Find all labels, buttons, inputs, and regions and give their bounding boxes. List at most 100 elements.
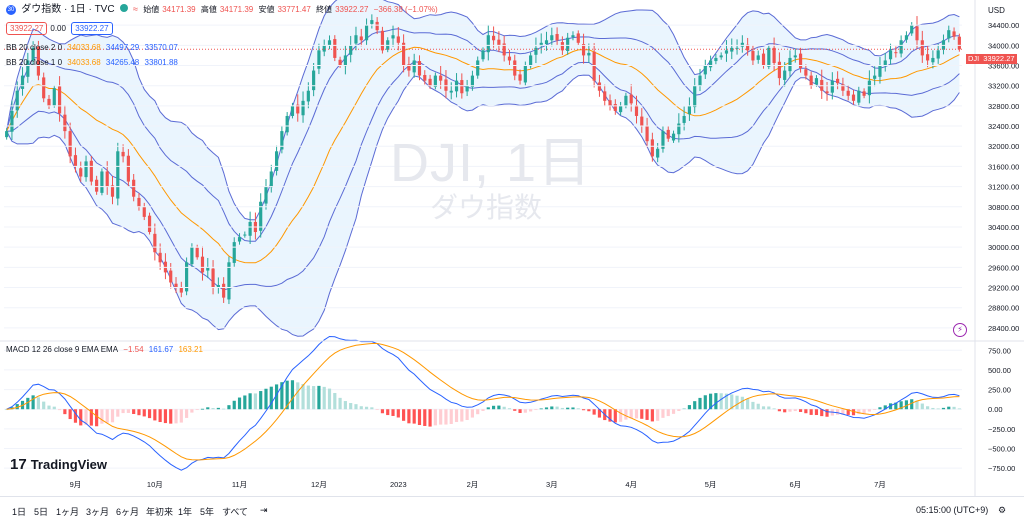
candle[interactable]: [640, 108, 644, 133]
date-range-icon[interactable]: ⇥: [260, 505, 268, 515]
candle[interactable]: [20, 67, 25, 96]
candle[interactable]: [873, 66, 877, 87]
candle[interactable]: [63, 105, 67, 139]
candle[interactable]: [534, 37, 538, 64]
candle[interactable]: [137, 193, 141, 211]
candle[interactable]: [703, 59, 707, 79]
candle[interactable]: [724, 40, 729, 62]
candle[interactable]: [544, 31, 549, 51]
candle[interactable]: [232, 237, 236, 267]
settings-gear-icon[interactable]: ⚙: [998, 505, 1007, 515]
candle[interactable]: [200, 246, 205, 281]
candle[interactable]: [539, 33, 543, 54]
candle[interactable]: [698, 68, 702, 92]
candle[interactable]: [312, 62, 316, 97]
candle[interactable]: [936, 43, 940, 64]
candle[interactable]: [693, 78, 697, 114]
candle[interactable]: [417, 55, 422, 81]
candle[interactable]: [179, 281, 183, 298]
candle[interactable]: [110, 176, 115, 205]
candle[interactable]: [349, 35, 353, 63]
candle[interactable]: [491, 26, 496, 48]
candle[interactable]: [423, 70, 427, 85]
legend-bb1[interactable]: BB 20 close 1 0 34033.68 34265.48 33801.…: [6, 57, 181, 68]
candle[interactable]: [100, 168, 104, 196]
candle[interactable]: [587, 43, 591, 63]
candle[interactable]: [735, 39, 739, 55]
candle[interactable]: [269, 164, 273, 193]
candle[interactable]: [957, 33, 961, 52]
candle[interactable]: [264, 179, 268, 210]
candle[interactable]: [10, 100, 14, 140]
candle[interactable]: [777, 52, 781, 86]
candle[interactable]: [613, 99, 617, 115]
candle[interactable]: [449, 82, 453, 100]
candle[interactable]: [878, 57, 882, 84]
candle[interactable]: [428, 74, 432, 89]
candle[interactable]: [904, 31, 909, 43]
candle[interactable]: [280, 126, 284, 154]
legend-bb2[interactable]: BB 20 close 2 0 34033.68 34497.29 33570.…: [6, 42, 181, 53]
candle[interactable]: [888, 43, 893, 65]
candle[interactable]: [470, 70, 475, 91]
candle[interactable]: [650, 132, 654, 162]
candle[interactable]: [79, 161, 83, 182]
candle[interactable]: [899, 35, 903, 58]
candle[interactable]: [629, 84, 633, 112]
candle[interactable]: [142, 202, 146, 221]
candle[interactable]: [608, 94, 612, 111]
candle[interactable]: [746, 37, 750, 56]
candle[interactable]: [476, 56, 480, 79]
candle[interactable]: [391, 24, 395, 47]
candle[interactable]: [185, 257, 189, 296]
candle[interactable]: [788, 50, 792, 78]
candle[interactable]: [42, 72, 46, 103]
candle[interactable]: [714, 54, 718, 65]
candle[interactable]: [751, 45, 755, 66]
tradingview-logo[interactable]: 17 TradingView: [10, 456, 107, 473]
timeframe-3m[interactable]: 3ヶ月: [86, 507, 110, 517]
candle[interactable]: [301, 91, 305, 123]
candle[interactable]: [116, 142, 120, 206]
candle[interactable]: [132, 174, 136, 202]
candle[interactable]: [296, 94, 300, 122]
candle[interactable]: [285, 112, 289, 136]
candle[interactable]: [825, 81, 829, 101]
candle[interactable]: [513, 54, 517, 81]
candle[interactable]: [370, 14, 374, 29]
candle[interactable]: [126, 149, 130, 187]
candle[interactable]: [5, 128, 9, 140]
candle[interactable]: [52, 85, 56, 108]
candle[interactable]: [206, 257, 210, 279]
candle[interactable]: [396, 27, 400, 51]
candle[interactable]: [26, 52, 30, 83]
candle[interactable]: [645, 117, 649, 148]
candle[interactable]: [439, 65, 443, 89]
candle[interactable]: [327, 35, 332, 50]
candle[interactable]: [407, 56, 411, 77]
candle[interactable]: [952, 27, 956, 40]
candle[interactable]: [571, 31, 575, 41]
candle[interactable]: [740, 35, 744, 53]
candle[interactable]: [947, 25, 951, 43]
timeframe-1d[interactable]: 1日: [12, 507, 27, 517]
candle[interactable]: [502, 35, 506, 62]
clock-time[interactable]: 05:15:00 (UTC+9): [916, 505, 989, 515]
candle[interactable]: [322, 39, 326, 57]
timeframe-all[interactable]: すべて: [222, 507, 249, 517]
candle[interactable]: [147, 212, 152, 235]
candle[interactable]: [518, 69, 522, 85]
candle[interactable]: [857, 86, 861, 106]
candle[interactable]: [68, 122, 72, 164]
alert-icon[interactable]: ⚡: [953, 323, 967, 337]
timeframe-5y[interactable]: 5年: [200, 507, 215, 517]
candle[interactable]: [36, 40, 40, 81]
candle[interactable]: [354, 26, 358, 51]
candle[interactable]: [883, 52, 887, 72]
candle[interactable]: [894, 46, 898, 58]
candle[interactable]: [333, 35, 337, 62]
candle[interactable]: [915, 16, 919, 49]
candle[interactable]: [47, 94, 51, 110]
currency-label[interactable]: USD: [988, 6, 1005, 15]
macd-pane[interactable]: 750.00 500.00 250.00 0.00 −250.00 −500.00 −750…: [4, 335, 1015, 474]
